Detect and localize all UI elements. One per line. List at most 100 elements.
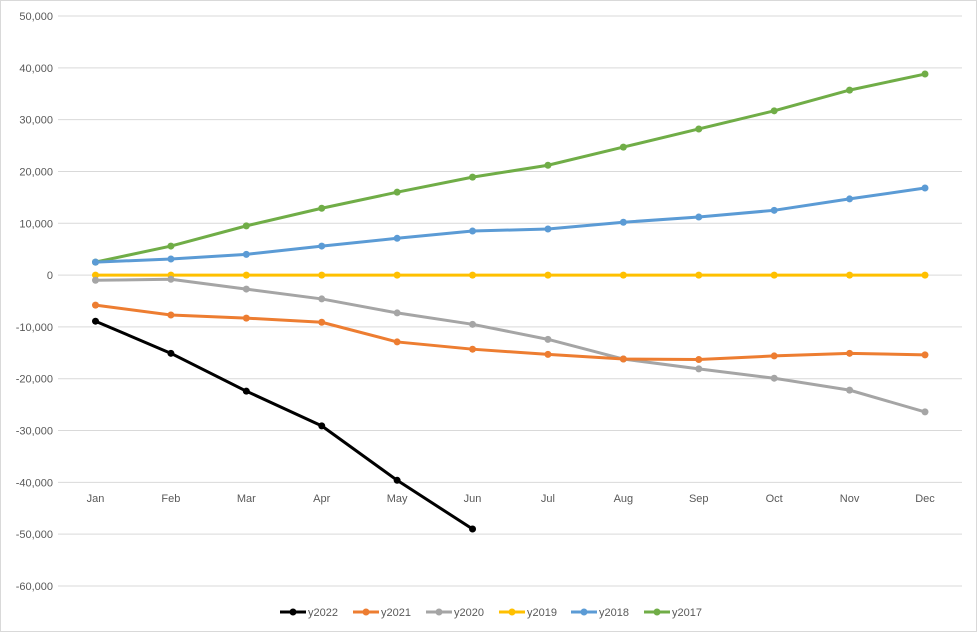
data-point xyxy=(770,107,778,115)
data-point xyxy=(167,242,175,250)
data-point xyxy=(92,271,99,279)
data-point xyxy=(242,285,250,293)
legend-label: y2018 xyxy=(599,607,629,619)
series-y2021 xyxy=(92,301,929,364)
legend-label: y2019 xyxy=(527,607,557,619)
data-point xyxy=(846,349,854,357)
data-point xyxy=(846,86,854,94)
data-point xyxy=(393,188,401,196)
x-tick-label: Aug xyxy=(614,493,634,505)
data-point xyxy=(544,225,552,233)
data-point xyxy=(167,255,175,263)
legend-label: y2022 xyxy=(308,607,338,619)
data-point xyxy=(318,204,326,212)
legend-item-y2020: y2020 xyxy=(426,607,484,619)
data-point xyxy=(846,195,854,203)
legend-item-y2021: y2021 xyxy=(353,607,411,619)
data-point xyxy=(695,271,703,279)
data-point xyxy=(544,335,552,343)
x-tick-label: Dec xyxy=(915,493,935,505)
data-point xyxy=(619,355,627,363)
data-point xyxy=(695,365,703,373)
x-tick-label: Nov xyxy=(840,493,860,505)
y-tick-label: -50,000 xyxy=(16,529,53,541)
y-tick-label: -40,000 xyxy=(16,477,53,489)
data-point xyxy=(770,206,778,214)
data-point xyxy=(242,222,250,230)
series-y2018 xyxy=(92,184,929,266)
series-y2019 xyxy=(92,271,929,279)
data-point xyxy=(770,271,778,279)
series-y2020 xyxy=(92,275,929,416)
data-point xyxy=(318,422,326,430)
y-tick-label: 10,000 xyxy=(19,218,53,230)
data-point xyxy=(242,387,250,395)
data-point xyxy=(393,309,401,317)
data-point xyxy=(242,271,250,279)
data-point xyxy=(846,386,854,394)
legend-label: y2020 xyxy=(454,607,484,619)
data-point xyxy=(393,234,401,242)
data-point xyxy=(92,301,99,309)
data-point xyxy=(469,320,477,328)
legend-label: y2021 xyxy=(381,607,411,619)
data-point xyxy=(92,276,99,284)
x-tick-label: Sep xyxy=(689,493,709,505)
data-point xyxy=(619,143,627,151)
series-y2017 xyxy=(92,70,929,266)
data-point xyxy=(695,356,703,364)
data-point xyxy=(770,374,778,382)
data-point xyxy=(393,271,401,279)
x-tick-label: Jul xyxy=(541,493,555,505)
data-point xyxy=(469,525,477,533)
series-y2022 xyxy=(92,317,477,533)
data-point xyxy=(242,250,250,258)
data-point xyxy=(92,258,99,266)
data-point xyxy=(242,314,250,322)
x-axis-labels: Jan Feb Mar Apr May Jun Jul Aug Sep Oct Nov Dec xyxy=(87,493,936,505)
data-point xyxy=(921,408,929,416)
data-point xyxy=(469,173,477,181)
y-axis-labels: 50,000 40,000 30,000 20,000 10,000 0 -10,000 -2… xyxy=(16,11,53,593)
data-point xyxy=(770,352,778,360)
legend-item-y2022: y2022 xyxy=(280,607,338,619)
data-point xyxy=(695,213,703,221)
y-tick-label: 50,000 xyxy=(19,11,53,23)
data-point xyxy=(393,338,401,346)
data-point xyxy=(921,184,929,192)
y-tick-label: 20,000 xyxy=(19,166,53,178)
data-point xyxy=(469,345,477,353)
data-point xyxy=(921,70,929,78)
data-point xyxy=(318,295,326,303)
data-point xyxy=(92,317,99,325)
data-point xyxy=(921,271,929,279)
y-tick-label: 40,000 xyxy=(19,63,53,75)
y-tick-label: -10,000 xyxy=(16,322,53,334)
data-point xyxy=(167,311,175,319)
data-point xyxy=(544,350,552,358)
y-tick-label: 30,000 xyxy=(19,115,53,127)
legend-item-y2019: y2019 xyxy=(499,607,557,619)
legend-item-y2017: y2017 xyxy=(644,607,702,619)
legend: y2022 y2021 y2020 y2019 y2018 y2017 xyxy=(280,607,702,619)
data-point xyxy=(544,161,552,169)
data-point xyxy=(318,271,326,279)
data-point xyxy=(619,218,627,226)
data-point xyxy=(469,271,477,279)
data-point xyxy=(167,275,175,283)
data-point xyxy=(393,476,401,484)
x-tick-label: May xyxy=(387,493,408,505)
data-point xyxy=(846,271,854,279)
data-series xyxy=(92,70,929,533)
x-tick-label: Apr xyxy=(313,493,330,505)
x-tick-label: Feb xyxy=(161,493,180,505)
data-point xyxy=(318,242,326,250)
legend-label: y2017 xyxy=(672,607,702,619)
data-point xyxy=(318,318,326,326)
data-point xyxy=(921,351,929,359)
y-tick-label: -30,000 xyxy=(16,426,53,438)
gridlines xyxy=(58,15,962,587)
y-tick-label: -60,000 xyxy=(16,581,53,593)
